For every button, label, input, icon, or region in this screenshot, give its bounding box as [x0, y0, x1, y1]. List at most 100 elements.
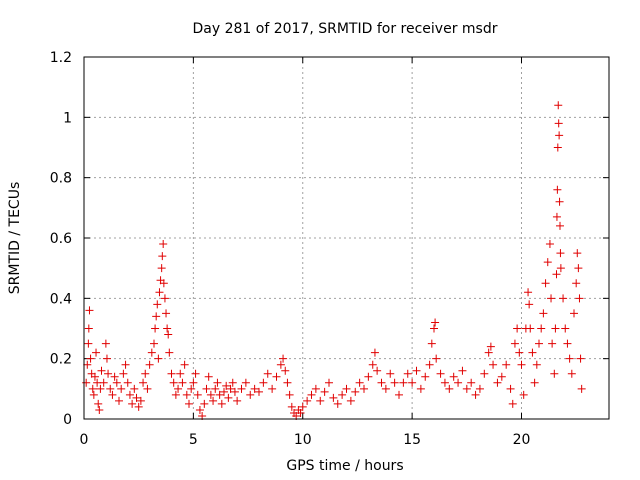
data-point	[153, 300, 162, 309]
x-tick-label: 15	[403, 432, 421, 448]
data-point	[573, 249, 582, 258]
data-point	[165, 348, 174, 357]
data-point	[204, 372, 213, 381]
data-point	[193, 390, 202, 399]
y-tick-label: 0.8	[50, 171, 72, 187]
data-point	[390, 378, 399, 387]
data-point	[112, 378, 121, 387]
data-point	[178, 378, 187, 387]
data-point	[99, 378, 108, 387]
data-point	[222, 381, 231, 390]
data-point	[489, 360, 498, 369]
data-point	[377, 378, 386, 387]
data-point	[276, 360, 285, 369]
data-point	[182, 390, 191, 399]
data-point	[162, 309, 171, 318]
data-point	[555, 197, 564, 206]
data-point	[458, 366, 467, 375]
data-point	[246, 390, 255, 399]
data-point	[551, 324, 560, 333]
data-point	[106, 384, 115, 393]
data-point	[395, 390, 403, 399]
data-point	[230, 387, 239, 396]
plot-frame	[83, 56, 610, 420]
data-point	[425, 360, 434, 369]
data-point	[467, 378, 476, 387]
data-point	[506, 384, 515, 393]
data-point	[279, 354, 288, 363]
data-point	[430, 324, 438, 333]
data-point	[530, 378, 539, 387]
data-point	[169, 378, 178, 387]
data-point	[373, 366, 382, 375]
data-point	[141, 369, 150, 378]
data-point	[471, 390, 480, 399]
data-point	[552, 270, 561, 279]
data-point	[128, 399, 137, 408]
data-point	[370, 348, 379, 357]
data-point	[82, 378, 91, 387]
data-point	[226, 384, 235, 393]
data-point	[346, 396, 355, 405]
data-point	[556, 264, 565, 273]
data-point	[333, 399, 342, 408]
data-point	[83, 360, 92, 369]
data-point	[151, 324, 160, 333]
data-point	[570, 309, 578, 318]
data-point	[259, 378, 268, 387]
data-point	[449, 372, 458, 381]
data-point	[574, 264, 583, 273]
data-point	[167, 369, 176, 378]
data-point	[241, 378, 250, 387]
chart-title: Day 281 of 2017, SRMTID for receiver msd…	[193, 21, 498, 37]
data-point	[200, 399, 209, 408]
data-point	[152, 312, 161, 321]
data-point	[535, 339, 543, 348]
data-point	[130, 384, 139, 393]
data-point	[158, 252, 167, 261]
data-point	[123, 378, 132, 387]
data-point	[547, 294, 556, 303]
data-point	[94, 399, 103, 408]
data-point	[185, 399, 193, 408]
data-point	[176, 369, 185, 378]
data-point	[528, 348, 537, 357]
data-point	[143, 384, 152, 393]
data-point	[515, 348, 524, 357]
data-point	[408, 378, 417, 387]
data-point	[329, 393, 338, 402]
data-point	[381, 384, 390, 393]
data-point	[553, 185, 562, 194]
data-point	[553, 143, 562, 152]
data-point	[281, 366, 290, 375]
data-point	[462, 384, 471, 393]
data-point	[272, 372, 281, 381]
data-point	[150, 339, 158, 348]
data-point	[525, 300, 534, 309]
data-point	[250, 384, 259, 393]
data-point	[360, 384, 368, 393]
data-point	[187, 384, 196, 393]
data-point	[559, 294, 568, 303]
data-point	[368, 360, 377, 369]
data-point	[552, 212, 561, 221]
data-point	[539, 309, 548, 318]
data-point	[191, 369, 200, 378]
data-point	[154, 354, 163, 363]
data-point	[577, 384, 586, 393]
data-point	[550, 369, 559, 378]
data-point	[121, 360, 130, 369]
tick-labels: 0 0.2 0.4 0.6 0.8 1 1.2 0 5 10 15 20	[50, 50, 531, 448]
data-point	[545, 240, 554, 249]
grid-lines	[84, 57, 609, 419]
data-point	[86, 354, 95, 363]
data-point	[517, 360, 526, 369]
data-point	[532, 360, 541, 369]
data-point	[155, 288, 164, 297]
data-point	[180, 360, 189, 369]
data-point	[101, 339, 110, 348]
data-point	[202, 384, 211, 393]
data-point	[556, 221, 564, 230]
data-point	[416, 384, 425, 393]
